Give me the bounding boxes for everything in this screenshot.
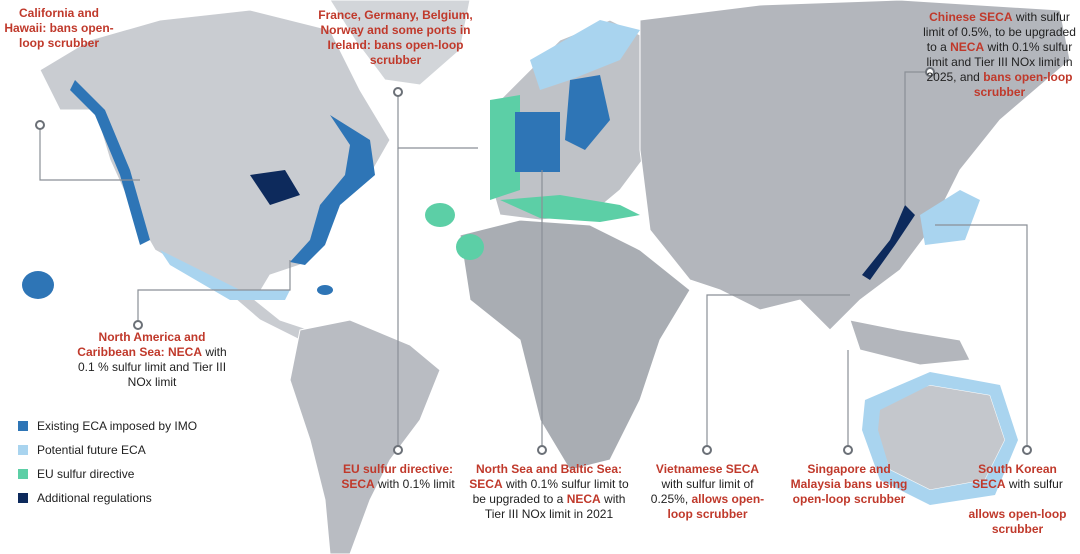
- callout-text: NECA: [950, 40, 985, 54]
- legend-item: Potential future ECA: [18, 438, 197, 462]
- callout-text: allows open-loop scrubber: [968, 507, 1067, 536]
- callout: North America and Caribbean Sea: NECA wi…: [72, 330, 232, 390]
- hawaii-eca: [22, 271, 54, 299]
- legend: Existing ECA imposed by IMO Potential fut…: [18, 414, 197, 510]
- callout-text: California and Hawaii: bans open-loop sc…: [4, 6, 114, 50]
- callout: South Korean SECA with sulfur allows open…: [960, 462, 1075, 537]
- callout-text: EU sulfur directive: SECA: [341, 462, 454, 491]
- callout-text: with 0.1% limit: [374, 477, 455, 491]
- callout-lines: [39, 71, 1028, 450]
- legend-item: EU sulfur directive: [18, 462, 197, 486]
- callout: California and Hawaii: bans open-loop sc…: [0, 6, 118, 51]
- legend-swatch: [18, 493, 28, 503]
- callout-dot: [393, 87, 403, 97]
- legend-swatch: [18, 469, 28, 479]
- south-america: [289, 319, 441, 554]
- canaries: [456, 234, 484, 260]
- legend-label: Existing ECA imposed by IMO: [37, 419, 198, 433]
- callout-line: [706, 294, 850, 450]
- callout: Chinese SECA with sulfur limit of 0.5%, …: [922, 10, 1077, 100]
- azores: [425, 203, 455, 227]
- baltic-eca: [565, 75, 610, 150]
- callout-dot: [393, 445, 403, 455]
- callout-dot: [925, 67, 935, 77]
- callout-line: [935, 224, 1028, 450]
- callout-text: North America and Caribbean Sea: NECA: [77, 330, 206, 359]
- legend-swatch: [18, 421, 28, 431]
- callout-text: Vietnamese SECA: [655, 462, 760, 476]
- us-east-eca: [290, 115, 375, 265]
- callout-text: France, Germany, Belgium, Norway and som…: [318, 8, 473, 67]
- callout-dot: [843, 445, 853, 455]
- southeast-asia: [849, 319, 971, 366]
- callout-text: NECA: [566, 492, 601, 506]
- callout-text: allows open-loop scrubber: [667, 492, 765, 521]
- callout-text: Chinese SECA: [929, 10, 1013, 24]
- callout-dot: [133, 320, 143, 330]
- callout-text: with sulfur: [1005, 477, 1063, 491]
- callout-text: with 0.1% sulfur limit to be upgraded to…: [472, 477, 629, 506]
- caribbean-eca: [317, 285, 333, 295]
- callout-line: [137, 260, 291, 325]
- callout-text: bans open-loop scrubber: [973, 70, 1073, 99]
- callout-text: with 0.1% sulfur limit and Tier III NOx …: [926, 40, 1073, 84]
- callout-text: South Korean SECA: [972, 462, 1057, 491]
- callout-text: with sulfur limit of 0.5%, to be upgrade…: [923, 10, 1076, 54]
- korea-japan-future: [920, 190, 980, 245]
- callout-text: with Tier III NOx limit in 2021: [484, 492, 626, 521]
- legend-label: Potential future ECA: [37, 443, 146, 457]
- callout-dots: [35, 67, 1032, 455]
- mediterranean: [500, 195, 640, 222]
- callout-text: North Sea and Baltic Sea: SECA: [469, 462, 623, 491]
- callout-dot: [1022, 445, 1032, 455]
- legend-item: Additional regulations: [18, 486, 197, 510]
- north-sea-eca: [515, 112, 560, 172]
- legend-swatch: [18, 445, 28, 455]
- callout-line: [39, 125, 140, 181]
- callout: France, Germany, Belgium, Norway and som…: [318, 8, 473, 68]
- china-coast: [862, 205, 915, 280]
- legend-label: Additional regulations: [37, 491, 152, 505]
- callout-text: Singapore and Malaysia bans using open-l…: [790, 462, 908, 506]
- africa: [459, 219, 691, 471]
- us-west-eca: [70, 80, 150, 245]
- asia: [639, 0, 1071, 331]
- callout-dot: [35, 120, 45, 130]
- callout-line: [904, 71, 930, 205]
- great-lakes: [250, 170, 300, 205]
- callout: Singapore and Malaysia bans using open-l…: [790, 462, 908, 507]
- norway-future-eca: [530, 20, 640, 90]
- legend-item: Existing ECA imposed by IMO: [18, 414, 197, 438]
- callout-dot: [702, 445, 712, 455]
- callout: EU sulfur directive: SECA with 0.1% limi…: [336, 462, 460, 492]
- callout: North Sea and Baltic Sea: SECA with 0.1%…: [468, 462, 630, 522]
- legend-label: EU sulfur directive: [37, 467, 135, 481]
- callout-line: [397, 92, 478, 149]
- greenland: [329, 0, 471, 86]
- callout-text: with 0.1 % sulfur limit and Tier III NOx…: [77, 345, 227, 389]
- callout-dot: [537, 445, 547, 455]
- callout-text: with sulfur limit of 0.25%,: [650, 477, 754, 506]
- eu-atlantic: [490, 95, 520, 200]
- callout: Vietnamese SECA with sulfur limit of 0.2…: [645, 462, 770, 522]
